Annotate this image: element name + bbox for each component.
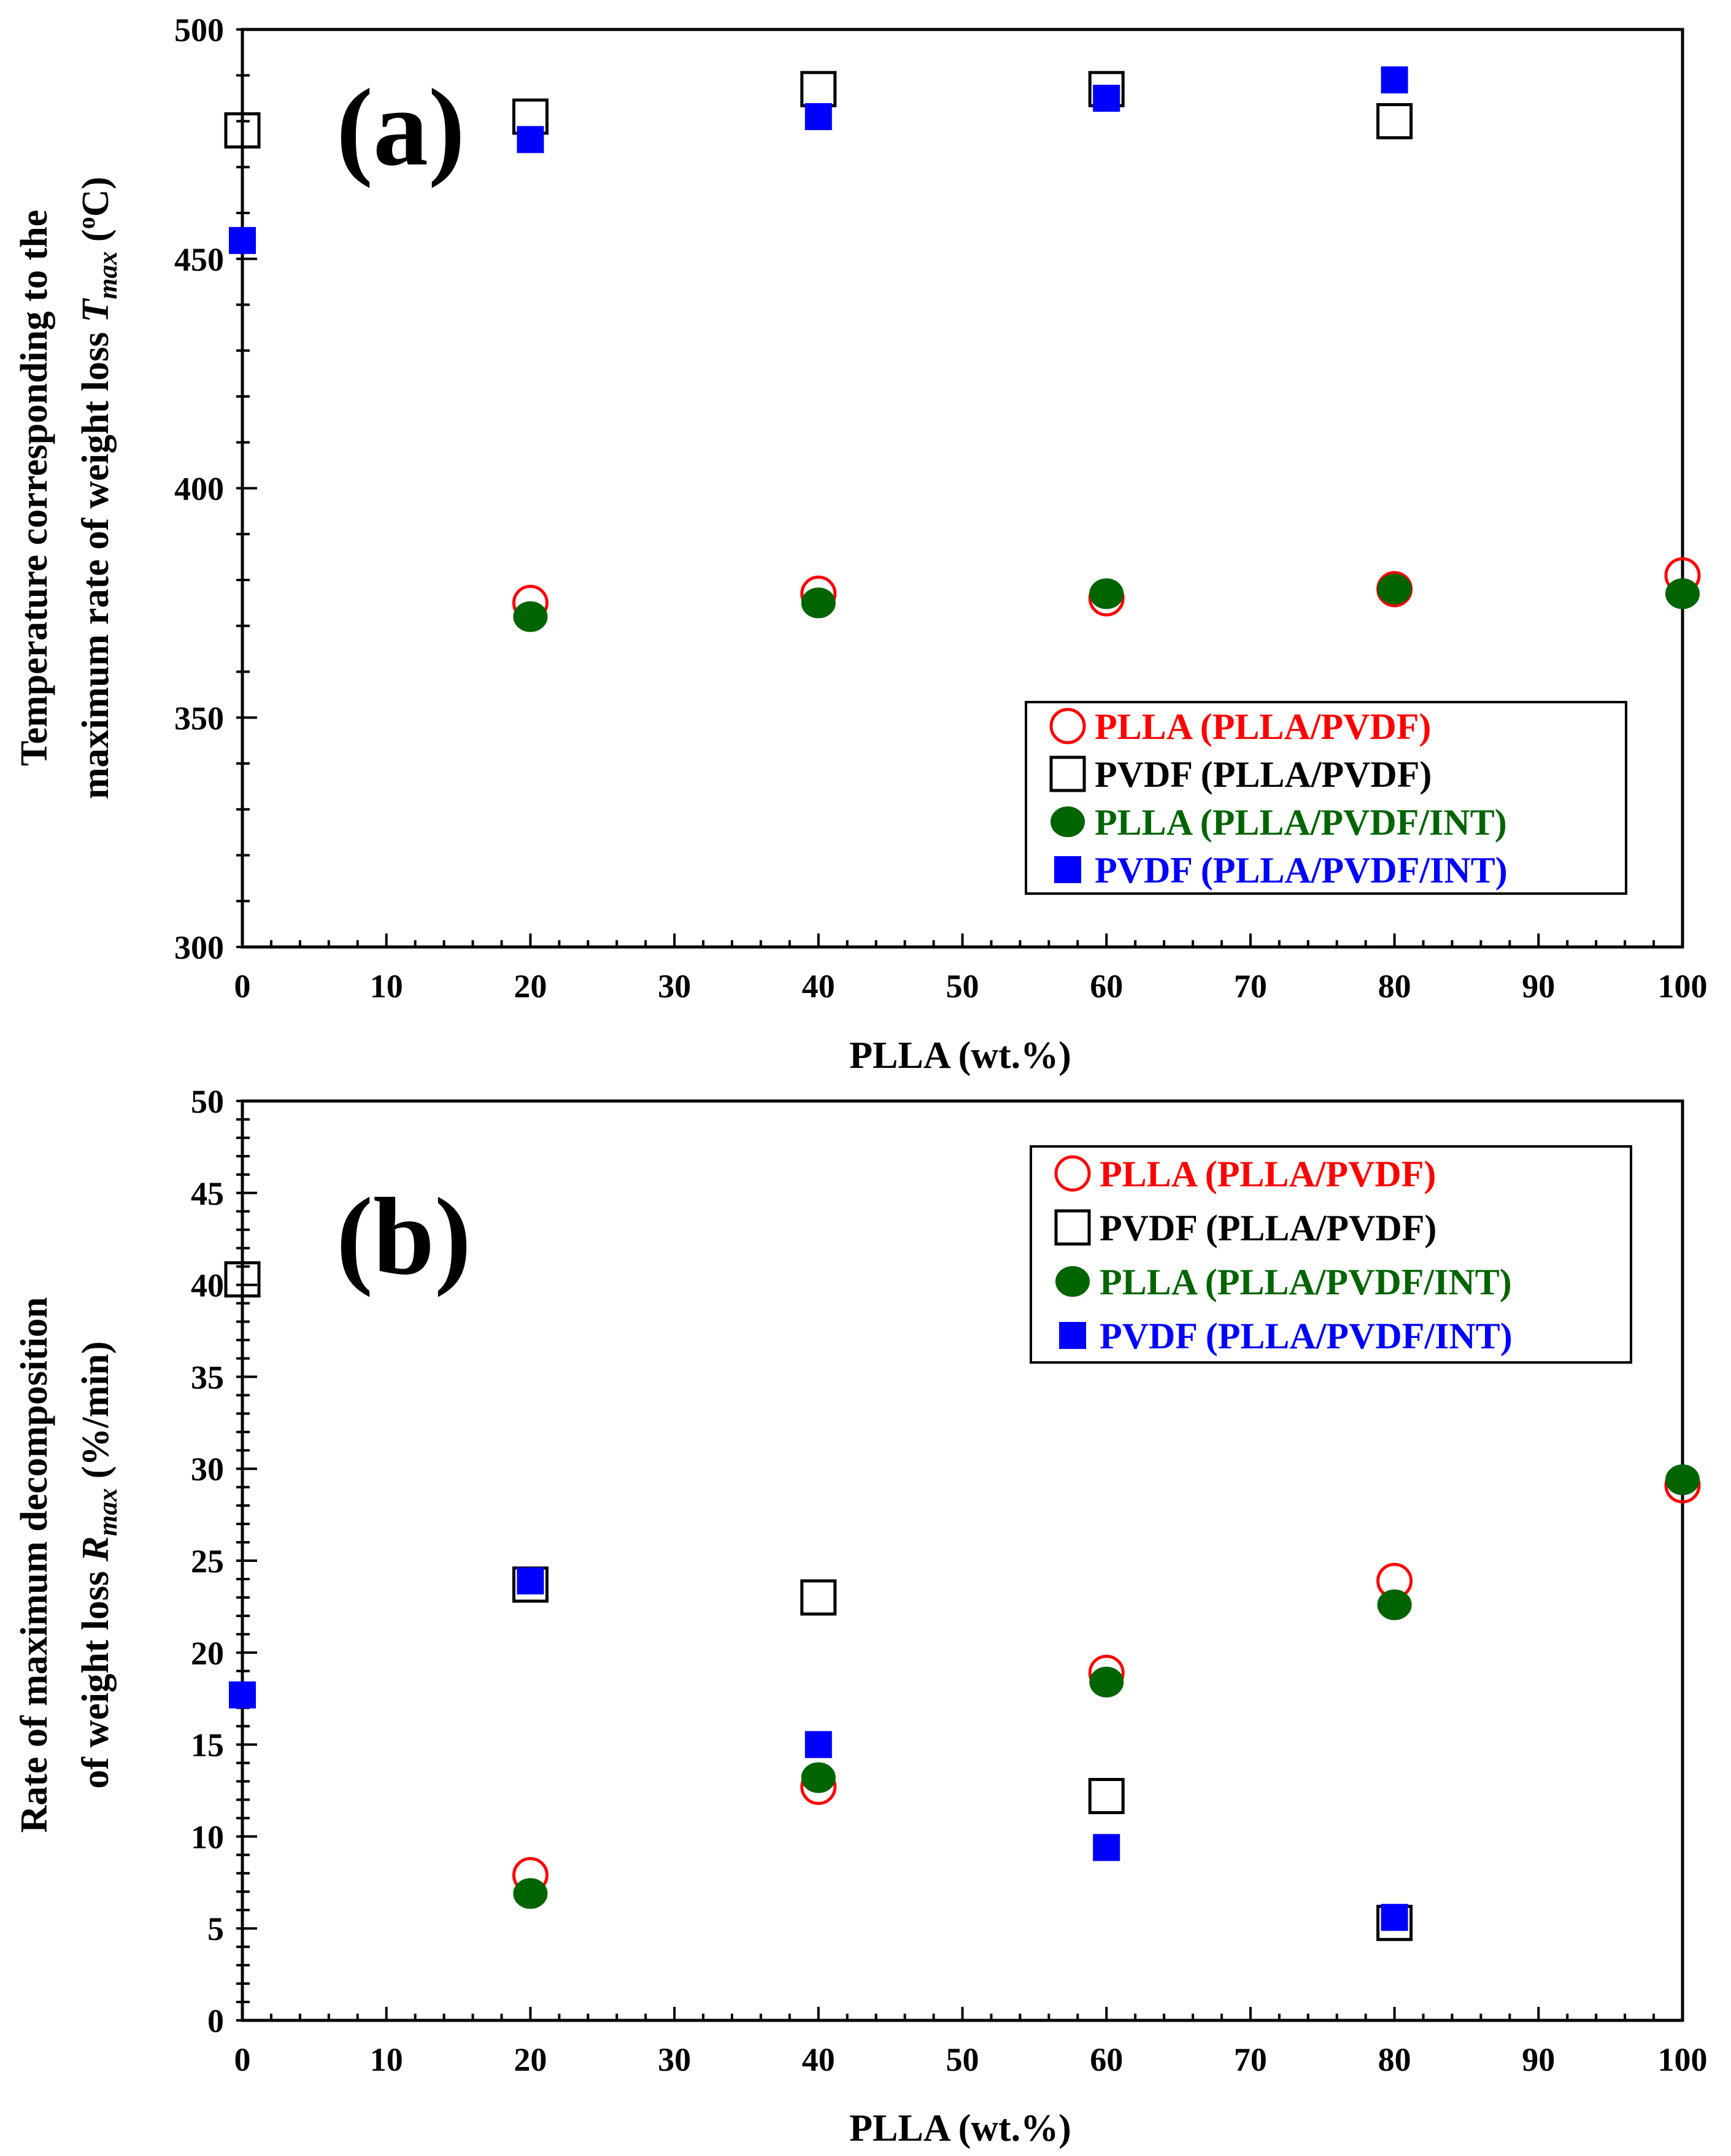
- data-point-plla-int: [1377, 573, 1412, 605]
- legend-label: PVDF (PLLA/PVDF): [1100, 1208, 1436, 1248]
- data-point-plla-int: [801, 587, 836, 619]
- data-point-plla-int: [1665, 1464, 1700, 1496]
- x-axis-label: PLLA (wt.%): [849, 2108, 1071, 2149]
- legend-marker: [1059, 1322, 1086, 1349]
- x-tick-label: 80: [1378, 2041, 1411, 2078]
- x-tick-label: 70: [1234, 968, 1267, 1005]
- legend-label: PLLA (PLLA/PVDF/INT): [1095, 802, 1507, 843]
- data-point-plla-int: [1089, 1666, 1124, 1698]
- legend-marker: [1051, 806, 1085, 837]
- x-tick-label: 80: [1378, 968, 1411, 1005]
- legend-label: PLLA (PLLA/PVDF): [1095, 706, 1431, 747]
- y-tick-label: 15: [191, 1727, 224, 1764]
- x-tick-label: 60: [1090, 968, 1123, 1005]
- y-tick-label: 35: [191, 1359, 224, 1396]
- y-axis-label-line1: Rate of maximum decomposition: [13, 1297, 55, 1833]
- y-axis-label-line2: of weight loss Rmax (%/min): [75, 1341, 123, 1788]
- x-tick-label: 50: [946, 968, 979, 1005]
- legend-marker: [1054, 1209, 1091, 1246]
- data-point-pvdf: [224, 1261, 261, 1298]
- y-tick-label: 5: [207, 1911, 224, 1947]
- legend-marker: [1049, 708, 1086, 744]
- x-tick-label: 10: [370, 968, 403, 1005]
- x-tick-label: 10: [370, 2041, 403, 2078]
- legend-label: PVDF (PLLA/PVDF): [1095, 754, 1432, 795]
- y-tick-label: 10: [191, 1818, 224, 1855]
- panel-label: (a): [336, 66, 465, 188]
- legend-label: PLLA (PLLA/PVDF): [1100, 1154, 1436, 1194]
- legend-marker: [1049, 755, 1086, 792]
- legend-label: PVDF (PLLA/PVDF/INT): [1095, 850, 1508, 891]
- y-tick-label: 300: [174, 929, 224, 966]
- data-point-pvdf-int: [1093, 1834, 1120, 1861]
- data-point-pvdf: [800, 1579, 837, 1616]
- data-point-pvdf-int: [517, 126, 544, 153]
- data-point-pvdf-int: [804, 103, 832, 131]
- legend-box: [1030, 1145, 1632, 1364]
- x-tick-label: 90: [1522, 968, 1555, 1005]
- data-point-plla-int: [1089, 578, 1124, 609]
- x-tick-label: 40: [802, 2041, 835, 2078]
- x-tick-label: 30: [658, 2041, 691, 2078]
- panel-a: 0 10 20 30 40 50 60 70 80 90 100 300 350 400 450 500 (a)…: [13, 12, 1708, 1076]
- x-tick-label: 20: [514, 968, 547, 1005]
- data-point-pvdf-int: [1381, 66, 1408, 94]
- x-tick-label: 90: [1522, 2041, 1555, 2078]
- x-tick-label: 100: [1658, 968, 1708, 1005]
- x-tick-label: 0: [234, 968, 251, 1005]
- legend: PLLA (PLLA/PVDF) PVDF (PLLA/PVDF) PLLA (PL…: [1030, 1145, 1632, 1364]
- y-tick-label: 400: [174, 471, 224, 508]
- x-tick-label: 30: [658, 968, 691, 1005]
- data-point-pvdf-int: [804, 1731, 832, 1758]
- x-tick-label: 100: [1658, 2041, 1708, 2078]
- y-tick-label: 45: [191, 1175, 224, 1212]
- data-point-pvdf: [1376, 103, 1413, 139]
- y-tick-label: 0: [207, 2003, 224, 2039]
- y-tick-label: 500: [174, 12, 224, 48]
- y-tick-label: 40: [191, 1267, 224, 1304]
- data-point-plla-int: [801, 1762, 836, 1793]
- x-tick-label: 20: [514, 2041, 547, 2078]
- y-tick-label: 30: [191, 1451, 224, 1488]
- data-point-pvdf-int: [1381, 1904, 1408, 1931]
- legend-marker: [1054, 1155, 1091, 1192]
- y-tick-label: 20: [191, 1635, 224, 1672]
- x-tick-label: 50: [946, 2041, 979, 2078]
- y-tick-label: 350: [174, 700, 224, 736]
- data-point-pvdf: [224, 112, 261, 149]
- data-point-pvdf-int: [517, 1567, 544, 1594]
- panel-b: 0 10 20 30 40 50 60 70 80 90 100 0 5 10 15 20 25 30 35 40 45…: [13, 1083, 1708, 2149]
- y-axis-label-line1: Temperature corresponding to the: [13, 210, 55, 766]
- legend-label: PVDF (PLLA/PVDF/INT): [1100, 1316, 1513, 1356]
- data-point-plla-int: [513, 601, 548, 632]
- legend: PLLA (PLLA/PVDF) PVDF (PLLA/PVDF) PLLA (PL…: [1025, 701, 1627, 895]
- y-tick-label: 450: [174, 241, 224, 278]
- x-tick-label: 60: [1090, 2041, 1123, 2078]
- x-tick-label: 70: [1234, 2041, 1267, 2078]
- x-tick-label: 0: [234, 2041, 251, 2078]
- legend-marker: [1054, 856, 1081, 883]
- legend-box: [1025, 701, 1627, 895]
- data-point-plla-int: [513, 1878, 548, 1909]
- data-point-pvdf: [1088, 1777, 1125, 1814]
- data-point-plla-int: [1665, 578, 1700, 609]
- legend-marker: [1055, 1266, 1090, 1297]
- panel-label: (b): [336, 1175, 471, 1297]
- x-tick-label: 40: [802, 968, 835, 1005]
- y-tick-label: 25: [191, 1543, 224, 1580]
- legend-label: PLLA (PLLA/PVDF/INT): [1100, 1262, 1512, 1302]
- data-point-pvdf-int: [229, 1681, 256, 1709]
- data-point-pvdf-int: [229, 226, 256, 254]
- x-axis-label: PLLA (wt.%): [849, 1035, 1071, 1076]
- data-point-plla-int: [1377, 1589, 1412, 1620]
- data-point-pvdf-int: [1093, 85, 1120, 112]
- y-tick-label: 50: [191, 1083, 224, 1120]
- y-axis-label-line2: maximum rate of weight loss Tmax (oC): [72, 177, 123, 799]
